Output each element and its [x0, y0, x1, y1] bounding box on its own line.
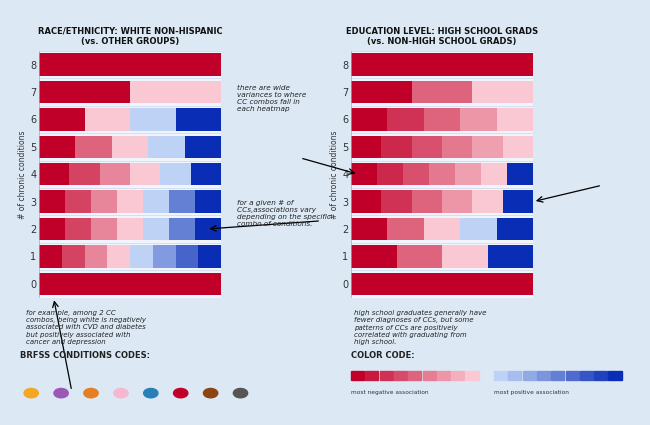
Title: EDUCATION LEVEL: HIGH SCHOOL GRADS
(vs. NON-HIGH SCHOOL GRADS): EDUCATION LEVEL: HIGH SCHOOL GRADS (vs. … [346, 27, 538, 46]
Bar [190, 163, 221, 185]
Bar [488, 245, 533, 268]
Bar [473, 136, 502, 158]
Bar [148, 136, 185, 158]
Y-axis label: # of chronic conditions: # of chronic conditions [18, 130, 27, 218]
Bar [153, 245, 176, 268]
Bar [382, 136, 411, 158]
Bar [169, 190, 195, 213]
Bar [411, 81, 473, 103]
Bar [65, 190, 91, 213]
Bar [65, 218, 91, 240]
Bar [185, 136, 221, 158]
Bar [99, 163, 130, 185]
Bar [39, 272, 221, 295]
Bar [176, 245, 198, 268]
Bar [39, 163, 70, 185]
Bar [39, 218, 65, 240]
Bar [424, 218, 460, 240]
Bar [507, 163, 533, 185]
Bar [84, 245, 107, 268]
Bar [460, 108, 497, 131]
Bar [351, 54, 533, 76]
Bar [107, 245, 130, 268]
Bar [143, 190, 169, 213]
Bar [351, 108, 387, 131]
Bar [351, 218, 387, 240]
Bar [39, 54, 221, 76]
Bar [84, 108, 130, 131]
Bar [351, 272, 533, 295]
Bar [351, 81, 411, 103]
Bar [161, 163, 190, 185]
Bar [460, 218, 497, 240]
Bar [411, 190, 442, 213]
Text: for example, among 2 CC
combos, being white is negatively
associated with CVD an: for example, among 2 CC combos, being wh… [26, 310, 146, 345]
Bar [91, 190, 117, 213]
Bar [502, 136, 533, 158]
Text: most positive association: most positive association [494, 390, 569, 395]
Bar [481, 163, 507, 185]
Bar [455, 163, 481, 185]
Bar [442, 190, 473, 213]
Y-axis label: # of chronic conditions: # of chronic conditions [330, 130, 339, 218]
Bar [91, 218, 117, 240]
Text: most negative association: most negative association [351, 390, 428, 395]
Bar [39, 81, 130, 103]
Bar [130, 163, 161, 185]
Bar [39, 190, 65, 213]
Text: COLOR CODE:: COLOR CODE: [351, 351, 415, 360]
Bar [429, 163, 455, 185]
Bar [351, 136, 382, 158]
Bar [442, 245, 488, 268]
Bar [411, 136, 442, 158]
Bar [497, 218, 533, 240]
Bar [195, 218, 221, 240]
Bar [424, 108, 460, 131]
Bar [130, 81, 221, 103]
Bar [387, 218, 424, 240]
Bar [502, 190, 533, 213]
Bar [130, 108, 176, 131]
Bar [351, 245, 396, 268]
Bar [117, 218, 143, 240]
Bar [396, 245, 442, 268]
Bar [473, 190, 502, 213]
Bar [176, 108, 221, 131]
Bar [70, 163, 99, 185]
Bar [117, 190, 143, 213]
Bar [351, 163, 377, 185]
Bar [39, 245, 62, 268]
Bar [62, 245, 84, 268]
Bar [387, 108, 424, 131]
Bar [143, 218, 169, 240]
Bar [473, 81, 533, 103]
Bar [377, 163, 403, 185]
Text: BRFSS CONDITIONS CODES:: BRFSS CONDITIONS CODES: [20, 351, 150, 360]
Bar [169, 218, 195, 240]
Bar [403, 163, 429, 185]
Bar [195, 190, 221, 213]
Bar [75, 136, 112, 158]
Text: high school graduates generally have
fewer diagnoses of CCs, but some
patterns o: high school graduates generally have few… [354, 310, 487, 345]
Bar [112, 136, 148, 158]
Bar [497, 108, 533, 131]
Bar [198, 245, 221, 268]
Bar [442, 136, 473, 158]
Bar [382, 190, 411, 213]
Title: RACE/ETHNICITY: WHITE NON-HISPANIC
(vs. OTHER GROUPS): RACE/ETHNICITY: WHITE NON-HISPANIC (vs. … [38, 27, 222, 46]
Bar [351, 190, 382, 213]
Bar [130, 245, 153, 268]
Text: for a given # of
CCs,associations vary
depending on the specific
combo of condit: for a given # of CCs,associations vary d… [237, 200, 331, 227]
Text: there are wide
variances to where
CC combos fall in
each heatmap: there are wide variances to where CC com… [237, 85, 307, 112]
Bar [39, 136, 75, 158]
Bar [39, 108, 84, 131]
